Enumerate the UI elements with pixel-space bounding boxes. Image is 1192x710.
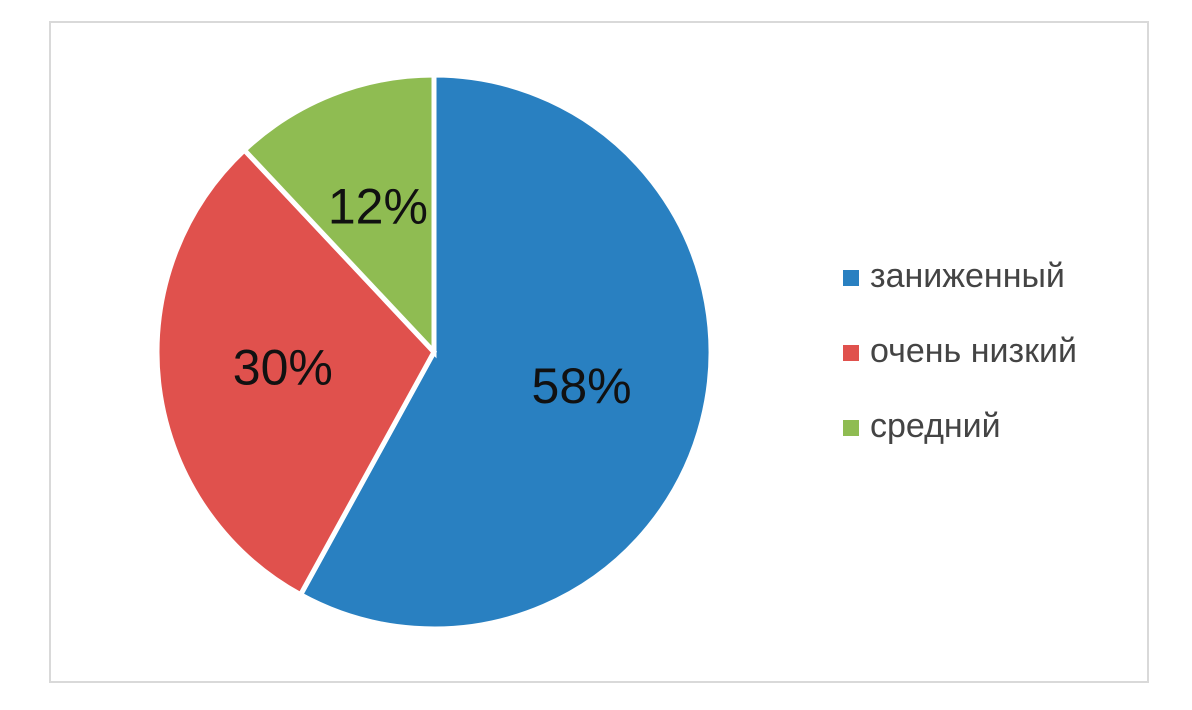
pie-slice [154, 146, 438, 599]
legend-label: средний [870, 407, 1001, 445]
legend-swatch [843, 345, 859, 361]
legend-swatch [843, 270, 859, 286]
legend-label: заниженный [870, 257, 1065, 295]
data-label: 58% [532, 358, 632, 414]
pie-slice [297, 72, 714, 632]
pie-slice [240, 72, 437, 359]
data-label: 30% [233, 339, 333, 395]
data-label: 12% [328, 179, 428, 235]
legend-swatch [843, 420, 859, 436]
legend-label: очень низкий [870, 332, 1077, 370]
